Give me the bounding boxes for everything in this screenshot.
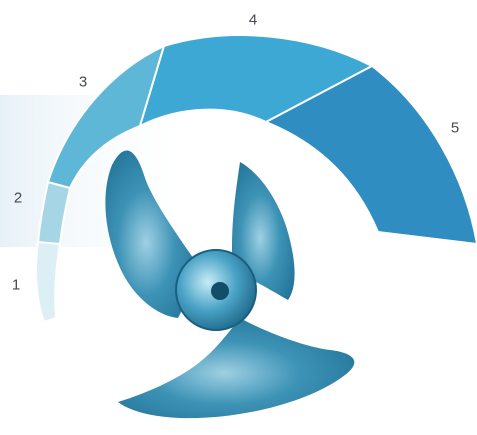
- arc-segment-5: [263, 64, 477, 246]
- stage-label-2: 2: [13, 189, 23, 207]
- stage-label-1: 1: [11, 276, 21, 294]
- fan-hub-center: [211, 282, 229, 300]
- arc-segments: [35, 34, 477, 324]
- stage-label-5: 5: [450, 119, 460, 137]
- stage-label-4: 4: [248, 11, 258, 29]
- fan-blade-upper-left: [105, 150, 196, 318]
- stage-label-3: 3: [78, 73, 88, 91]
- fan-blade-bottom: [118, 318, 355, 419]
- arc-segment-1: [35, 240, 62, 324]
- fan-blade-icon: [105, 150, 355, 419]
